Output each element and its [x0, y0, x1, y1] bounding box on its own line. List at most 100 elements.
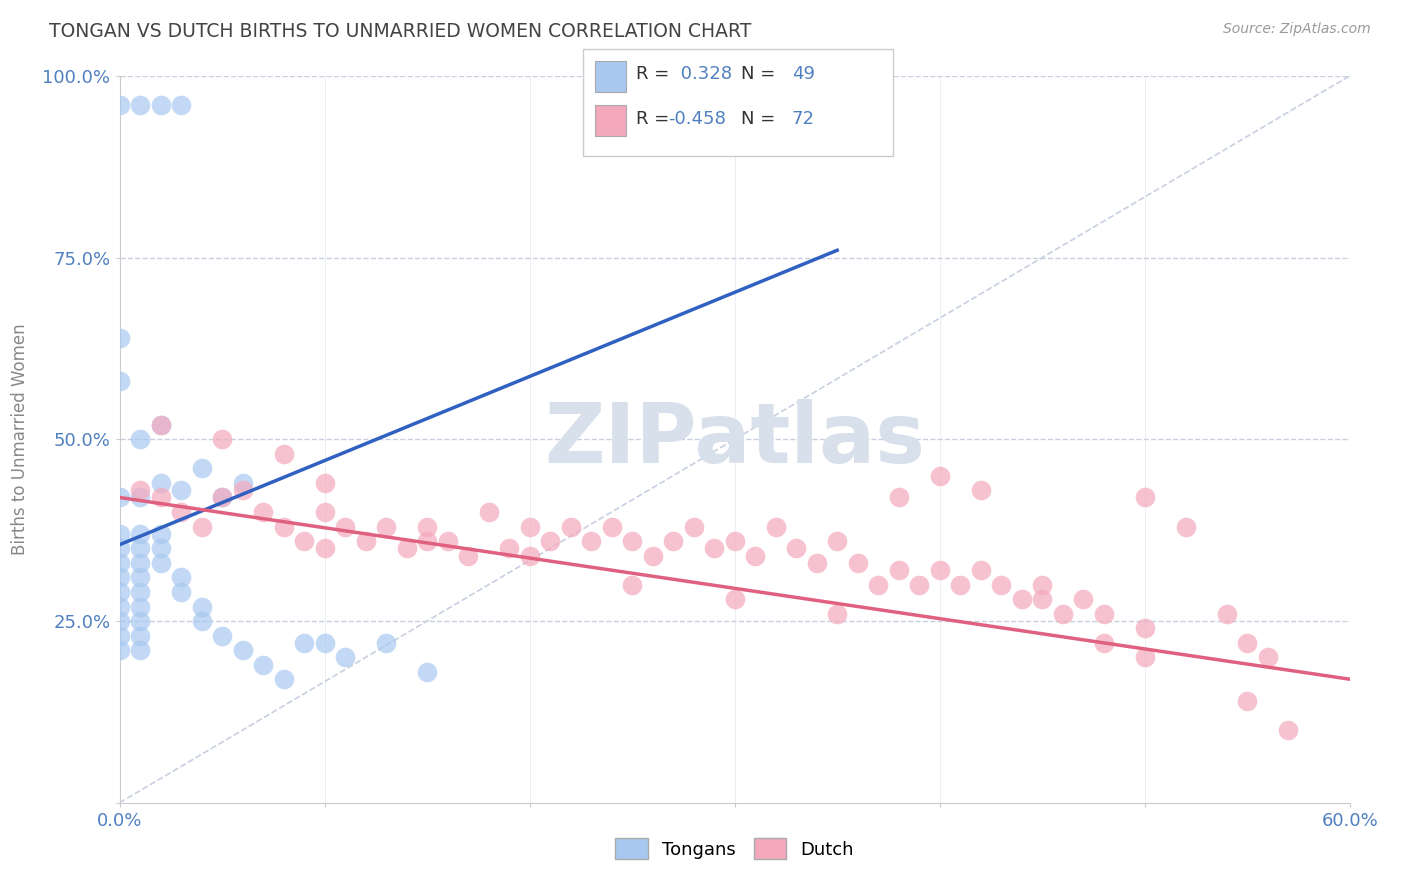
Point — [108, 599, 131, 614]
Point — [108, 570, 131, 584]
Point — [1031, 578, 1053, 592]
Text: 49: 49 — [792, 65, 814, 83]
Point — [908, 578, 931, 592]
Point — [149, 541, 172, 556]
Point — [868, 578, 890, 592]
Point — [149, 526, 172, 541]
Point — [170, 585, 193, 599]
Point — [129, 629, 152, 643]
Text: R =: R = — [636, 65, 675, 83]
Point — [314, 475, 336, 490]
Point — [170, 570, 193, 584]
Point — [1257, 650, 1279, 665]
Legend: Tongans, Dutch: Tongans, Dutch — [607, 831, 862, 866]
Point — [478, 505, 501, 519]
Point — [170, 98, 193, 112]
Point — [1031, 592, 1053, 607]
Text: Source: ZipAtlas.com: Source: ZipAtlas.com — [1223, 22, 1371, 37]
Point — [703, 541, 725, 556]
Point — [560, 519, 582, 533]
Point — [314, 505, 336, 519]
Point — [231, 483, 254, 498]
Point — [579, 534, 602, 549]
Point — [149, 417, 172, 432]
Point — [129, 98, 152, 112]
Point — [785, 541, 807, 556]
Point — [1236, 694, 1258, 708]
Point — [252, 657, 274, 672]
Point — [190, 519, 212, 533]
Point — [292, 636, 315, 650]
Point — [375, 519, 398, 533]
Point — [765, 519, 787, 533]
Point — [149, 98, 172, 112]
Point — [190, 599, 212, 614]
Point — [211, 491, 233, 505]
Point — [129, 432, 152, 446]
Point — [231, 475, 254, 490]
Point — [416, 519, 439, 533]
Point — [273, 447, 295, 461]
Point — [211, 491, 233, 505]
Point — [1236, 636, 1258, 650]
Point — [149, 491, 172, 505]
Y-axis label: Births to Unmarried Women: Births to Unmarried Women — [11, 324, 28, 555]
Point — [108, 585, 131, 599]
Point — [724, 592, 747, 607]
Point — [1011, 592, 1033, 607]
Point — [108, 614, 131, 628]
Point — [354, 534, 377, 549]
Point — [641, 549, 664, 563]
Point — [846, 556, 869, 570]
Text: N =: N = — [741, 110, 780, 128]
Text: -0.458: -0.458 — [668, 110, 725, 128]
Point — [519, 549, 541, 563]
Point — [825, 534, 848, 549]
Point — [170, 483, 193, 498]
Point — [314, 541, 336, 556]
Point — [395, 541, 418, 556]
Point — [1092, 636, 1115, 650]
Point — [416, 534, 439, 549]
Point — [252, 505, 274, 519]
Point — [129, 614, 152, 628]
Point — [211, 432, 233, 446]
Point — [970, 483, 993, 498]
Point — [436, 534, 458, 549]
Point — [457, 549, 479, 563]
Point — [129, 585, 152, 599]
Point — [416, 665, 439, 679]
Point — [333, 519, 356, 533]
Point — [129, 541, 152, 556]
Point — [129, 643, 152, 657]
Point — [1216, 607, 1239, 621]
Text: TONGAN VS DUTCH BIRTHS TO UNMARRIED WOMEN CORRELATION CHART: TONGAN VS DUTCH BIRTHS TO UNMARRIED WOME… — [49, 22, 752, 41]
Point — [682, 519, 704, 533]
Point — [314, 636, 336, 650]
Point — [1133, 650, 1156, 665]
Point — [108, 629, 131, 643]
Point — [970, 563, 993, 577]
Point — [129, 556, 152, 570]
Point — [744, 549, 766, 563]
Point — [1133, 621, 1156, 635]
Text: N =: N = — [741, 65, 780, 83]
Point — [149, 417, 172, 432]
Point — [108, 374, 131, 388]
Point — [108, 330, 131, 344]
Point — [129, 491, 152, 505]
Point — [825, 607, 848, 621]
Point — [621, 534, 644, 549]
Point — [375, 636, 398, 650]
Point — [170, 505, 193, 519]
Point — [887, 563, 910, 577]
Point — [108, 491, 131, 505]
Point — [1277, 723, 1299, 737]
Text: 0.328: 0.328 — [675, 65, 733, 83]
Point — [190, 614, 212, 628]
Point — [724, 534, 747, 549]
Point — [108, 541, 131, 556]
Point — [928, 563, 950, 577]
Point — [990, 578, 1012, 592]
Point — [538, 534, 561, 549]
